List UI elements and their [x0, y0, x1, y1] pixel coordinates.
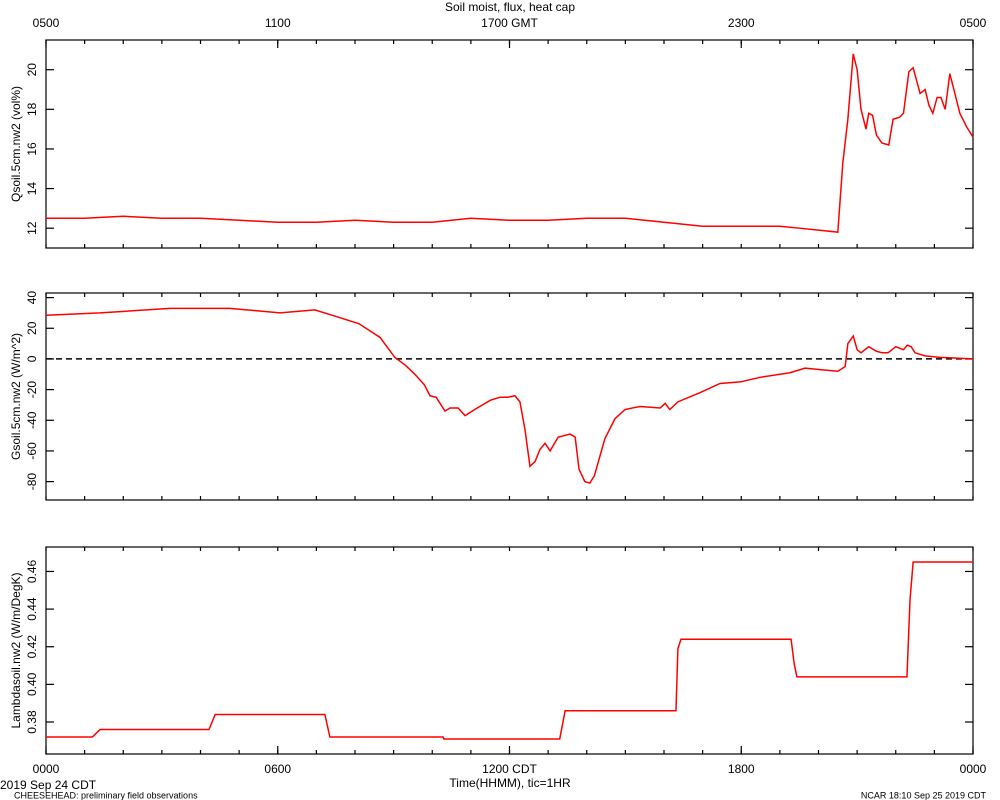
- x-tick-label: 1200 CDT: [482, 762, 537, 776]
- data-line: [45, 307, 974, 485]
- y-axis-label: Qsoil.5cm.nw2 (vol%): [9, 86, 23, 202]
- data-line: [46, 53, 974, 233]
- y-tick-label: 20: [25, 321, 39, 335]
- x-tick-label: 0000: [33, 762, 60, 776]
- y-tick-label: -80: [25, 473, 39, 491]
- y-tick-label: 12: [25, 221, 39, 235]
- y-tick-label: 40: [25, 291, 39, 305]
- x-tick-label: 0000: [960, 762, 987, 776]
- plot-frame: [45, 39, 974, 249]
- y-axis-label: Lambdasoil.nw2 (W/m/DegK): [9, 572, 23, 728]
- x-tick-label: 2300: [728, 16, 755, 30]
- y-tick-label: -20: [25, 381, 39, 399]
- x-tick-label: 0500: [33, 16, 60, 30]
- date-label: 2019 Sep 24 CDT: [0, 778, 97, 792]
- x-axis-label: Time(HHMM), tic=1HR: [449, 776, 571, 790]
- data-line: [46, 561, 973, 740]
- x-tick-label: 1800: [728, 762, 755, 776]
- y-tick-label: 18: [25, 102, 39, 116]
- x-tick-label: 0600: [264, 762, 291, 776]
- y-tick-label: 16: [25, 142, 39, 156]
- y-axis-label: Gsoil.5cm.nw2 (W/m^2): [9, 333, 23, 460]
- plot-frame: [45, 546, 974, 755]
- y-tick-label: 0.46: [25, 559, 39, 583]
- y-tick-label: 0.38: [25, 710, 39, 734]
- chart-title: Soil moist, flux, heat cap: [445, 0, 575, 14]
- y-tick-label: -60: [25, 442, 39, 460]
- x-tick-label: 1100: [265, 16, 291, 30]
- y-tick-label: 0: [25, 355, 39, 362]
- x-tick-label: 0500: [960, 16, 987, 30]
- credit: NCAR 18:10 Sep 25 2019 CDT: [861, 790, 987, 800]
- y-tick-label: 0.42: [25, 635, 39, 659]
- x-tick-label: 1700 GMT: [481, 16, 538, 30]
- y-tick-label: 14: [25, 182, 39, 196]
- y-tick-label: 0.40: [25, 672, 39, 696]
- y-tick-label: 0.44: [25, 597, 39, 621]
- project-note: CHEESEHEAD: preliminary field observatio…: [14, 790, 198, 800]
- y-tick-label: -40: [25, 411, 39, 429]
- y-tick-label: 20: [25, 63, 39, 77]
